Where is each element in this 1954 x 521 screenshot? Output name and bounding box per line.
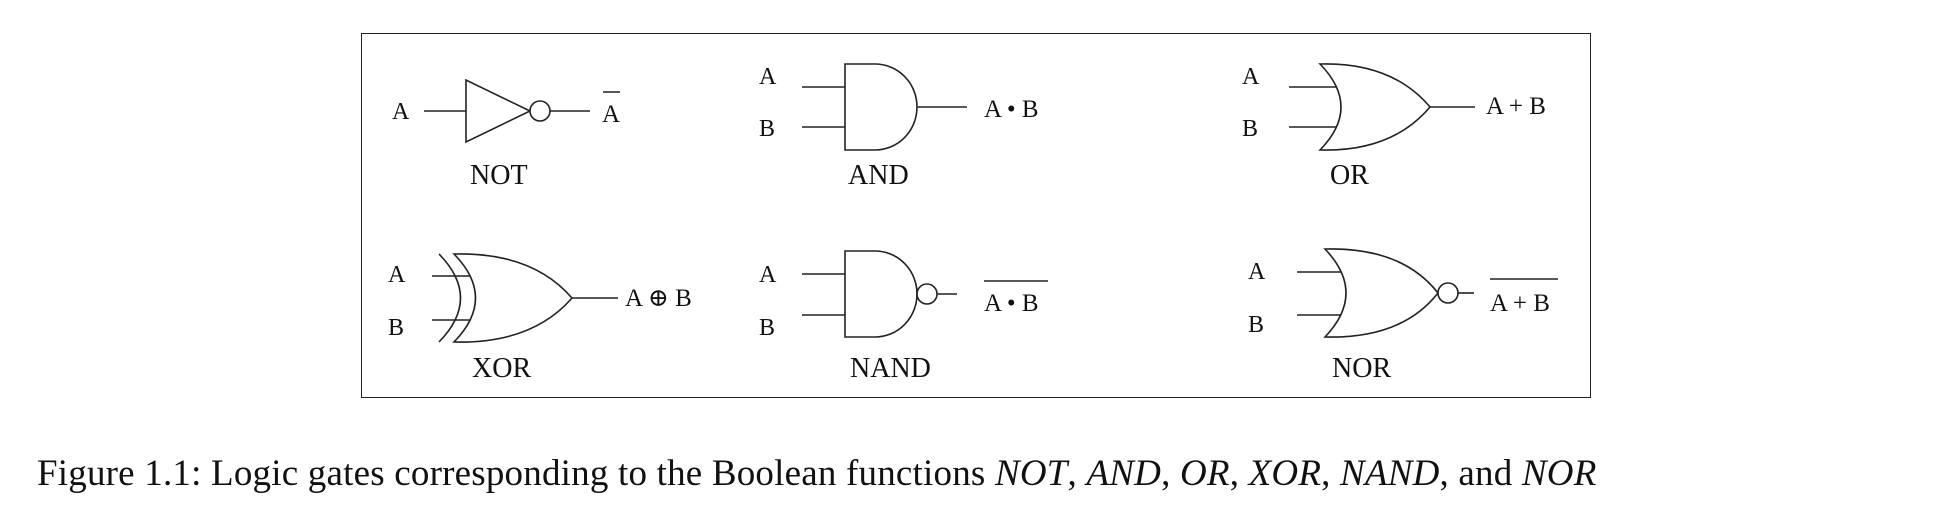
figure-caption: Figure 1.1: Logic gates corresponding to… xyxy=(37,452,1937,495)
and-output-label: A • B xyxy=(984,96,1039,123)
or-body-shape xyxy=(1318,63,1432,151)
caption-sep-3: , xyxy=(1229,453,1249,494)
not-input-a-label: A xyxy=(392,99,410,125)
and-gate-name: AND xyxy=(848,160,909,191)
nor-input-a-label: A xyxy=(1248,259,1266,285)
xor-input-b-label: B xyxy=(388,315,404,341)
xor-gate: A B A ⊕ B XOR xyxy=(388,253,692,384)
not-gate-name: NOT xyxy=(470,160,528,191)
caption-fn-nor: NOR xyxy=(1521,453,1597,494)
caption-fn-and: AND xyxy=(1086,453,1162,494)
nand-gate-name: NAND xyxy=(850,353,931,384)
caption-fn-xor: XOR xyxy=(1248,453,1322,494)
nand-input-b-label: B xyxy=(759,315,775,341)
caption-fn-or: OR xyxy=(1179,453,1230,494)
xor-input-a-label: A xyxy=(388,262,406,288)
caption-fn-not: NOT xyxy=(994,453,1068,494)
and-gate: A B A • B AND xyxy=(759,63,1039,191)
nor-gate-name: NOR xyxy=(1332,353,1391,384)
caption-prefix: Figure 1.1: Logic gates corresponding to… xyxy=(37,453,995,494)
and-input-a-label: A xyxy=(759,64,777,90)
not-output-label: A xyxy=(602,101,620,128)
caption-sep-1: , xyxy=(1067,453,1087,494)
xor-output-label: A ⊕ B xyxy=(625,285,692,312)
xor-extra-curve xyxy=(438,253,462,343)
not-inversion-bubble xyxy=(529,100,551,122)
nand-input-a-label: A xyxy=(759,262,777,288)
xor-gate-name: XOR xyxy=(472,353,531,384)
figure-frame: A A NOT A B A • B AND A B xyxy=(361,33,1591,398)
or-gate: A B A + B OR xyxy=(1242,63,1546,191)
and-body-shape xyxy=(844,63,918,151)
nor-inversion-bubble xyxy=(1437,282,1459,304)
xor-body-shape xyxy=(452,253,574,343)
and-input-b-label: B xyxy=(759,116,775,142)
caption-sep-4: , xyxy=(1321,453,1341,494)
nor-input-b-label: B xyxy=(1248,312,1264,338)
or-output-label: A + B xyxy=(1486,93,1546,120)
or-input-b-label: B xyxy=(1242,116,1258,142)
nand-gate: A B A • B NAND xyxy=(759,250,1048,384)
nand-inversion-bubble xyxy=(916,283,938,305)
nor-output-label: A + B xyxy=(1490,290,1550,317)
nor-gate: A B A + B NOR xyxy=(1248,248,1558,384)
caption-sep-2: , xyxy=(1161,453,1180,494)
logic-gates-diagram: A A NOT A B A • B AND A B xyxy=(388,63,1558,384)
not-gate: A A NOT xyxy=(392,78,620,191)
or-input-a-label: A xyxy=(1242,64,1260,90)
caption-fn-nand: NAND xyxy=(1340,453,1440,494)
not-triangle-shape xyxy=(465,78,532,144)
caption-sep-5: , and xyxy=(1439,453,1522,494)
nand-body-shape xyxy=(844,250,918,338)
nand-output-label: A • B xyxy=(984,290,1039,317)
or-gate-name: OR xyxy=(1330,160,1369,191)
nor-body-shape xyxy=(1323,248,1440,338)
